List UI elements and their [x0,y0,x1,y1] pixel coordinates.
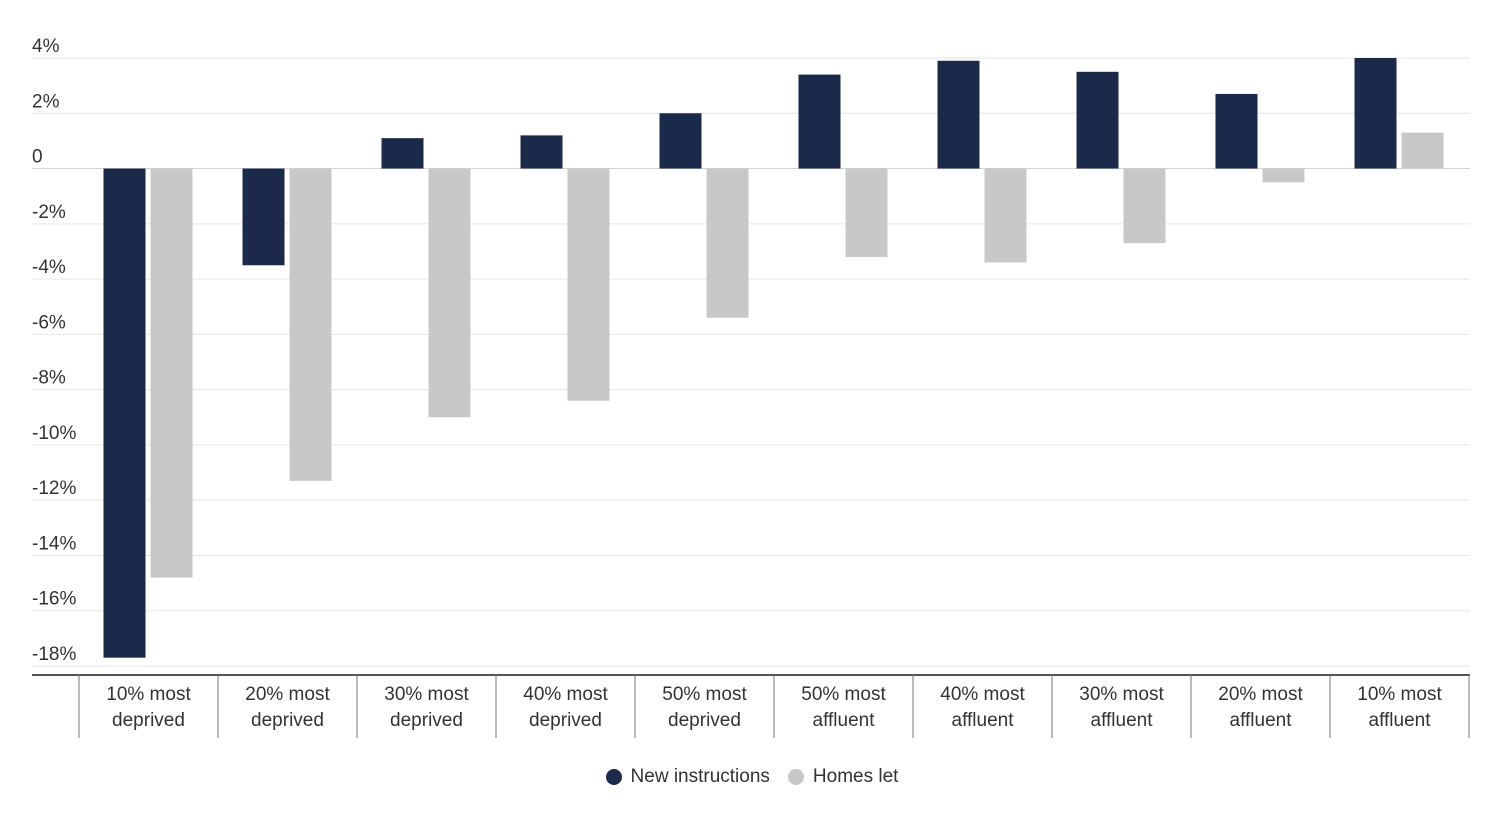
bar-homes-let [1123,168,1166,244]
bar-homes-let [1262,168,1305,183]
bar-homes-let [150,168,193,578]
y-tick-label: -2% [32,202,66,223]
x-tick-label: 10% most affluent [1357,684,1442,731]
y-tick-label: -12% [32,478,76,499]
y-axis-ticks: 4% 2% 0 -2% -4% -6% -8% -10% -12% -14% -16% -18% [32,36,76,665]
y-tick-label: 2% [32,91,60,112]
bar-new-instructions [103,168,146,658]
bar-new-instructions [520,135,563,169]
bar-chart: 4% 2% 0 -2% -4% -6% -8% -10% -12% -14% -16% -18% 10… [32,36,1470,738]
legend-item-homes-let: Homes let [787,766,899,788]
y-tick-label: 4% [32,36,60,57]
y-tick-label: -10% [32,423,76,444]
y-tick-label: -14% [32,533,76,554]
bar-homes-let [428,168,471,418]
bar-new-instructions [1215,93,1258,169]
bar-new-instructions [937,60,980,169]
x-tick-label: 30% most deprived [384,684,469,731]
y-tick-label: -4% [32,257,66,278]
y-tick-label: -8% [32,368,66,389]
y-tick-label: 0 [32,147,43,168]
bar-homes-let [845,168,888,257]
x-tick-label: 50% most affluent [801,684,886,731]
y-tick-label: -16% [32,589,76,610]
bar-new-instructions [381,138,424,169]
x-tick-label: 20% most affluent [1218,684,1303,731]
bar-new-instructions [798,74,841,169]
bar-homes-let [1401,132,1444,169]
legend: New instructions Homes let [0,760,1504,794]
x-tick-label: 20% most deprived [245,684,330,731]
bar-new-instructions [1076,71,1119,169]
x-tick-label: 40% most deprived [523,684,608,731]
x-tick-label: 30% most affluent [1079,684,1164,731]
bar-homes-let [289,168,332,481]
bar-new-instructions [242,168,285,266]
bar-homes-let [984,168,1027,263]
x-axis-ticks: 10% most deprived 20% most deprived 30% most… [106,684,1442,731]
legend-item-new-instructions: New instructions [605,766,770,788]
bar-new-instructions [659,113,702,169]
legend-label-new-instructions: New instructions [630,766,770,787]
x-tick-label: 10% most deprived [106,684,191,731]
bar-homes-let [567,168,610,401]
bar-homes-let [706,168,749,318]
x-tick-label: 40% most affluent [940,684,1025,731]
legend-swatch-homes-let [787,769,804,785]
y-tick-label: -6% [32,312,66,333]
legend-swatch-new-instructions [605,769,622,785]
y-tick-label: -18% [32,644,76,665]
bar-new-instructions [1354,58,1397,169]
x-tick-label: 50% most deprived [662,684,747,731]
x-axis [32,674,1470,738]
bars [103,58,1444,658]
legend-label-homes-let: Homes let [812,766,899,787]
